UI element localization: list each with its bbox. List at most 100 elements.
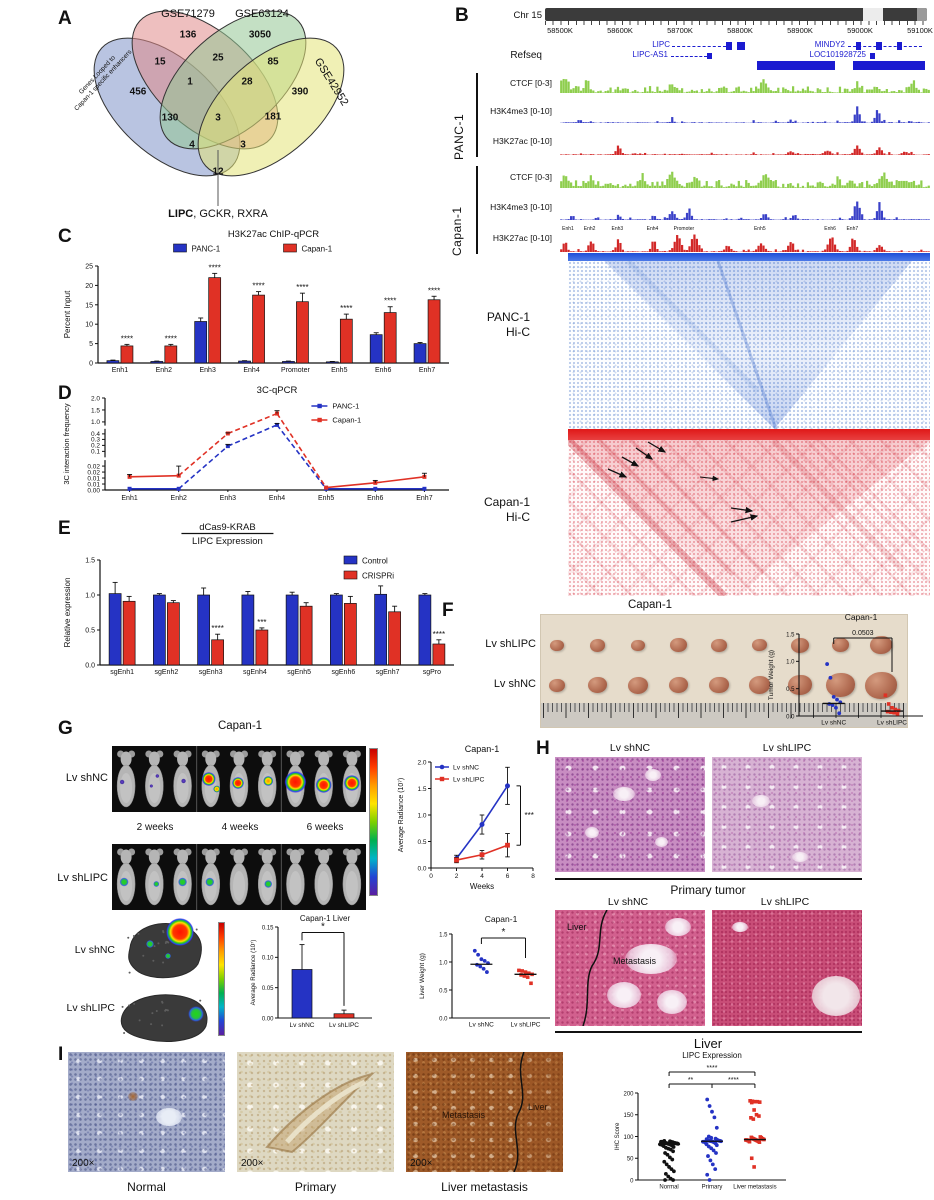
- gene-lipc-exon: [726, 42, 732, 50]
- tumor-specimen: [864, 671, 898, 699]
- duct-structure: [265, 1072, 376, 1154]
- liver-exvivo-shlipc: [112, 988, 212, 1044]
- venn-diagram: GSE71279 GSE63124 GSE42952 Genes Looped …: [70, 8, 380, 223]
- svg-text:20: 20: [85, 283, 93, 290]
- svg-text:Enh2: Enh2: [584, 226, 596, 232]
- tumor-specimen: [711, 638, 727, 652]
- capan1-bracket: [476, 166, 478, 254]
- chromosome-ideogram: [545, 8, 927, 21]
- svg-text:Enh6: Enh6: [375, 367, 391, 374]
- chipqpcr-chart: H3K27ac ChIP-qPCR PANC-1 Capan-1 0 5 10 15 20 25…: [60, 226, 455, 386]
- tumor-specimen: [550, 639, 564, 651]
- svg-text:****: ****: [728, 1077, 739, 1084]
- panel-letter-e: E: [58, 518, 71, 539]
- gene-loc-bar2: [853, 61, 925, 70]
- tumor-specimen: [709, 677, 729, 693]
- svg-text:6: 6: [506, 873, 510, 880]
- svg-text:Enh3: Enh3: [200, 367, 216, 374]
- hic-bottom-label: Capan-1: [627, 599, 673, 611]
- svg-text:0.0: 0.0: [786, 714, 795, 720]
- svg-text:sgEnh1: sgEnh1: [110, 669, 134, 676]
- track-label-panc-h3k4me3: H3K4me3 [0-10]: [490, 106, 552, 116]
- svg-text:****: ****: [121, 334, 133, 343]
- venn-count: 85: [267, 56, 279, 68]
- svg-text:LIPC Expression: LIPC Expression: [682, 1051, 742, 1060]
- venn-label-gse71279: GSE71279: [161, 8, 215, 20]
- mice-shnc-label: Lv shNC: [65, 772, 108, 784]
- track-capan-ctcf: [560, 167, 930, 188]
- ihc-primary-image: 200×: [237, 1052, 394, 1172]
- venn-count: 12: [212, 166, 224, 178]
- svg-text:0.0: 0.0: [85, 663, 95, 670]
- svg-text:0.5: 0.5: [417, 839, 426, 846]
- panel-letter-f: F: [442, 600, 454, 621]
- liver-metastasis-border: [513, 1052, 563, 1172]
- venn-count: 130: [161, 112, 179, 124]
- svg-text:5: 5: [89, 341, 93, 348]
- panel-letter-a: A: [58, 8, 72, 29]
- svg-text:Lv shLIPC: Lv shLIPC: [453, 777, 484, 784]
- svg-text:Lv shNC: Lv shNC: [469, 1022, 494, 1029]
- hic-panc-topband: [568, 253, 930, 261]
- venn-count: 28: [241, 76, 253, 88]
- tumor-specimen: [752, 639, 767, 651]
- svg-text:*: *: [501, 927, 505, 938]
- track-label-capan-h3k27ac: H3K27ac [0-10]: [492, 233, 552, 243]
- week-label-6: 6 weeks: [306, 822, 344, 833]
- tumor-specimen: [627, 676, 649, 694]
- venn-count: 1: [187, 76, 193, 88]
- primary-tumor-underline: [555, 878, 862, 880]
- svg-text:sgEnh4: sgEnh4: [243, 669, 267, 676]
- track-panc-h3k27ac: [560, 128, 930, 155]
- svg-text:H3K27ac ChIP-qPCR: H3K27ac ChIP-qPCR: [228, 229, 319, 240]
- coord-tick: 58800K: [727, 26, 753, 35]
- svg-text:Average Radiance (10⁷): Average Radiance (10⁷): [250, 940, 257, 1006]
- svg-text:sgPro: sgPro: [423, 669, 441, 676]
- svg-text:Promoter: Promoter: [281, 367, 310, 374]
- crispri-chart: dCas9-KRAB LIPC Expression Control CRISPRi 0…: [60, 520, 462, 685]
- svg-text:1.5: 1.5: [91, 407, 100, 414]
- svg-text:****: ****: [208, 263, 220, 272]
- svg-text:****: ****: [384, 297, 396, 306]
- gene-lipcas1: LIPC-AS1: [632, 50, 668, 59]
- liver-underline: [555, 1031, 862, 1033]
- venn-count: 15: [154, 56, 166, 68]
- he-liver-shnc-image: Liver Metastasis: [555, 910, 705, 1026]
- liver-shnc-label: Lv shNC: [74, 944, 115, 956]
- svg-text:****: ****: [433, 630, 445, 639]
- svg-text:Capan-1: Capan-1: [485, 914, 518, 924]
- venn-label-gse63124: GSE63124: [235, 8, 289, 20]
- he-liver-shnc-label: Lv shNC: [607, 896, 649, 908]
- svg-text:0.1: 0.1: [91, 449, 100, 456]
- svg-text:Enh5: Enh5: [331, 367, 347, 374]
- ideogram-band: [863, 8, 883, 21]
- panc1-bracket: [476, 73, 478, 157]
- panel-letter-g: G: [58, 718, 73, 739]
- ihc-liver-metastasis-image: Metastasis Liver 200×: [406, 1052, 563, 1172]
- tumor-specimen: [587, 677, 608, 693]
- svg-text:Enh6: Enh6: [824, 226, 836, 232]
- svg-text:Enh3: Enh3: [612, 226, 624, 232]
- svg-text:sgEnh2: sgEnh2: [155, 669, 179, 676]
- gland-spot: [792, 852, 808, 862]
- svg-text:0.10: 0.10: [262, 956, 274, 962]
- gene-lipc-model: [672, 46, 726, 47]
- svg-text:Lv shLIPC: Lv shLIPC: [329, 1022, 359, 1029]
- venn-count: 4: [189, 139, 195, 151]
- venn-callout-rest: , GCKR, RXRA: [193, 208, 268, 220]
- track-label-panc-ctcf: CTCF [0-3]: [509, 78, 552, 88]
- he-primary-shlipc-image: [712, 757, 862, 872]
- svg-text:Lv shNC: Lv shNC: [290, 1022, 315, 1029]
- metastasis-region-label: Metastasis: [613, 956, 657, 966]
- magnification-label: 200×: [410, 1158, 433, 1169]
- hic-panc1-label: PANC-1 Hi-C: [486, 310, 530, 339]
- mice-row-shlipc: [112, 844, 366, 910]
- tumor-photo: [540, 614, 908, 728]
- tumor-specimen: [670, 638, 687, 652]
- svg-text:Enh7: Enh7: [419, 367, 435, 374]
- svg-text:0.0503: 0.0503: [852, 630, 874, 637]
- gene-lipc-exon: [737, 42, 745, 50]
- venn-count: 25: [212, 52, 224, 64]
- svg-text:Enh7: Enh7: [846, 226, 858, 232]
- svg-text:Normal: Normal: [659, 1185, 678, 1191]
